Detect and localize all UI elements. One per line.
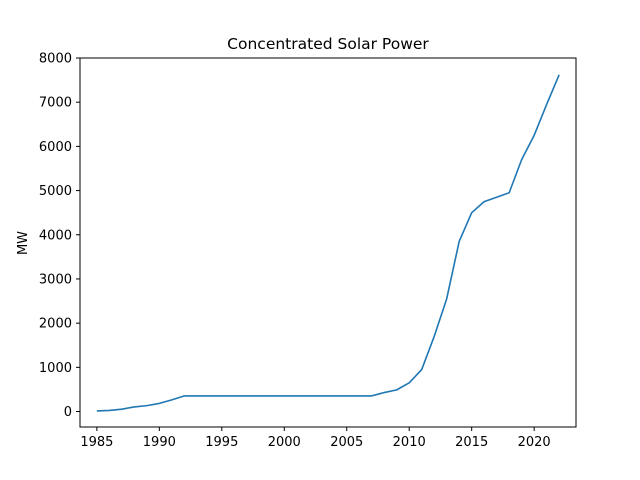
y-tick-label: 2000 <box>39 317 72 332</box>
x-axis: 1985 1990 1995 2000 2005 2010 2015 2020 <box>80 427 551 450</box>
x-tick-label: 2015 <box>455 435 488 450</box>
y-tick-label: 8000 <box>39 52 72 67</box>
y-tick-label: 0 <box>64 405 72 420</box>
y-tick-label: 6000 <box>39 140 72 155</box>
y-tick-label: 7000 <box>39 96 72 111</box>
y-tick-label: 5000 <box>39 184 72 199</box>
series-group <box>96 74 560 412</box>
x-tick-label: 2020 <box>518 435 551 450</box>
y-axis: 0 1000 2000 3000 4000 5000 6000 7000 8000 <box>39 52 80 420</box>
y-axis-label: MW <box>16 231 31 255</box>
x-tick-label: 1995 <box>205 435 238 450</box>
x-tick-label: 2005 <box>330 435 363 450</box>
plot-area <box>80 58 576 427</box>
x-tick-label: 1985 <box>80 435 113 450</box>
chart-title: Concentrated Solar Power <box>227 35 429 53</box>
y-tick-label: 4000 <box>39 228 72 243</box>
x-tick-label: 2000 <box>268 435 301 450</box>
y-tick-label: 3000 <box>39 272 72 287</box>
plot-frame <box>79 57 577 428</box>
x-tick-label: 2010 <box>393 435 426 450</box>
x-tick-label: 1990 <box>143 435 176 450</box>
series-line <box>96 74 560 412</box>
y-tick-label: 1000 <box>39 361 72 376</box>
